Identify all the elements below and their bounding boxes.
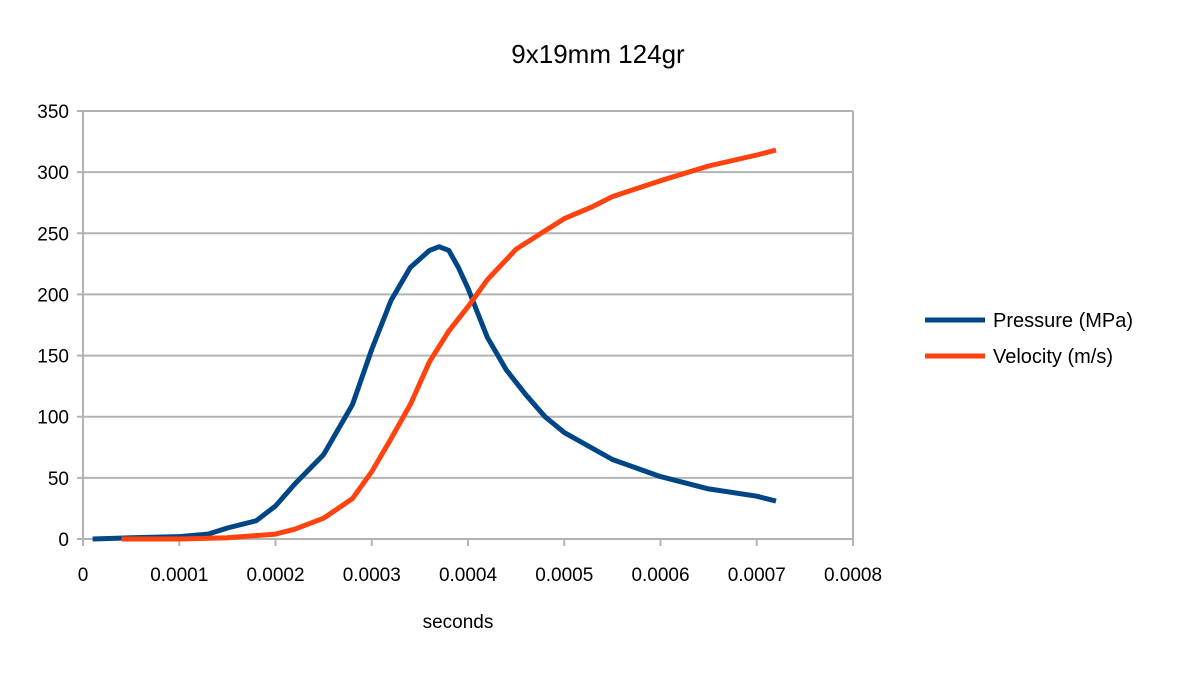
x-axis-label: seconds <box>423 612 494 633</box>
legend: Pressure (MPa) Velocity (m/s) <box>925 310 1133 368</box>
chart-title: 9x19mm 124gr <box>511 39 685 69</box>
x-tick-label: 0.0005 <box>535 565 593 586</box>
y-tick-label: 50 <box>48 469 69 490</box>
y-tick-label: 250 <box>37 224 69 245</box>
x-tick-label: 0.0004 <box>439 565 498 586</box>
legend-label-0: Pressure (MPa) <box>993 310 1133 332</box>
y-tick-label: 350 <box>37 102 69 123</box>
y-tick-label: 0 <box>58 530 69 551</box>
y-tick-label: 200 <box>37 285 69 306</box>
legend-label-1: Velocity (m/s) <box>993 346 1113 368</box>
y-tick-label: 300 <box>37 163 69 184</box>
y-tick-label: 150 <box>37 347 69 368</box>
series-line-0 <box>92 244 777 542</box>
x-tick-label: 0.0006 <box>631 565 689 586</box>
x-tick-label: 0.0008 <box>824 565 882 586</box>
x-tick-label: 0.0003 <box>343 565 401 586</box>
x-tick-label: 0 <box>78 565 89 586</box>
y-tick-label: 100 <box>37 408 69 429</box>
series-line-1 <box>121 147 777 542</box>
x-tick-label: 0.0001 <box>150 565 208 586</box>
x-tick-label: 0.0007 <box>728 565 786 586</box>
x-tick-label: 0.0002 <box>246 565 304 586</box>
